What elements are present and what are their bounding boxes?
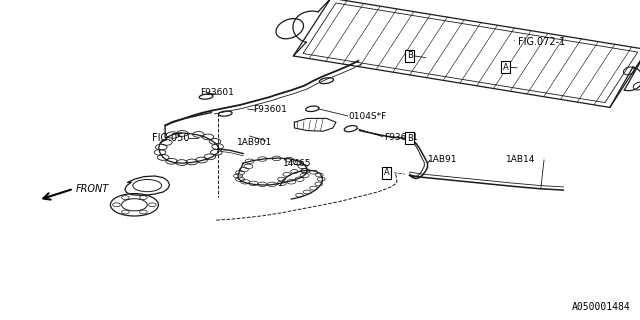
Text: FRONT: FRONT — [76, 184, 109, 195]
Text: 1AB14: 1AB14 — [506, 156, 535, 164]
Text: FIG.050: FIG.050 — [152, 132, 190, 143]
Text: 1AB901: 1AB901 — [237, 138, 272, 147]
Text: FIG.072-1: FIG.072-1 — [518, 37, 566, 47]
Text: B: B — [406, 134, 413, 143]
Text: A: A — [384, 168, 389, 177]
Text: B: B — [406, 52, 413, 60]
Text: A: A — [503, 63, 508, 72]
Text: F93601: F93601 — [384, 133, 418, 142]
Text: F93601: F93601 — [253, 105, 287, 114]
Text: 0104S*F: 0104S*F — [349, 112, 387, 121]
Text: F93601: F93601 — [200, 88, 234, 97]
Text: A050001484: A050001484 — [572, 302, 630, 312]
Text: 1AB91: 1AB91 — [428, 156, 457, 164]
Text: 14465: 14465 — [283, 159, 312, 168]
